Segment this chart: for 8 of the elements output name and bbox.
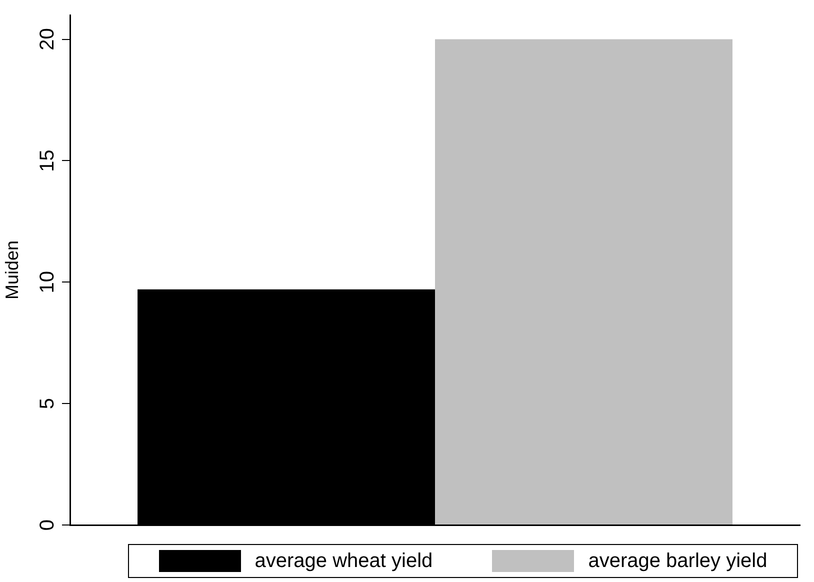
legend-label: average wheat yield xyxy=(254,550,433,572)
y-tick-label: 10 xyxy=(36,271,59,294)
y-tick-label: 20 xyxy=(36,28,59,50)
y-tick-label: 0 xyxy=(36,519,59,531)
y-tick-label: 5 xyxy=(36,398,59,410)
y-tick-label: 15 xyxy=(36,150,59,172)
y-axis-title: Muiden xyxy=(2,240,22,300)
legend-label: average barley yield xyxy=(588,550,768,572)
